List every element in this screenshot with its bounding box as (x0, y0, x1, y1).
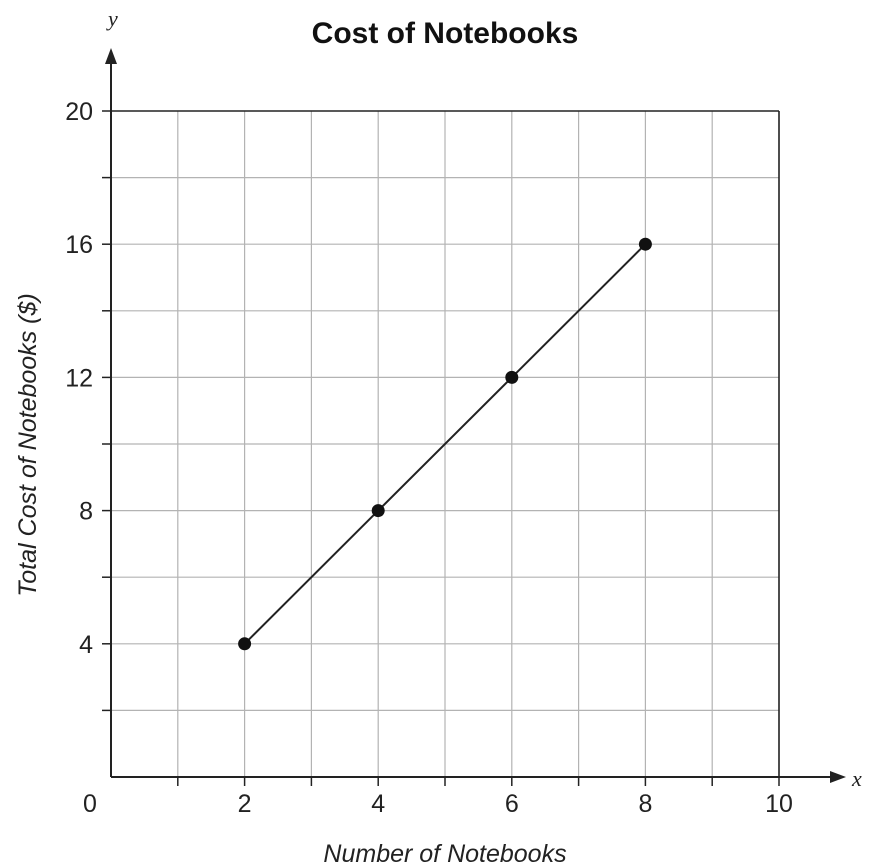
y-axis-label: Total Cost of Notebooks ($) (14, 293, 42, 596)
x-tick-label: 8 (638, 790, 652, 818)
y-axis-variable: y (106, 6, 118, 31)
data-point (371, 504, 385, 518)
x-tick-label: 10 (765, 790, 793, 818)
y-tick-label: 20 (65, 98, 93, 126)
x-axis-label: Number of Notebooks (323, 840, 566, 865)
data-point (638, 237, 652, 251)
x-axis-variable: x (851, 766, 862, 791)
series-layer (238, 237, 652, 651)
chart-title: Cost of Notebooks (312, 17, 579, 50)
y-tick-label: 4 (79, 631, 93, 659)
data-point (238, 637, 252, 651)
origin-label: 0 (83, 790, 97, 818)
y-axis-arrow-icon (105, 48, 117, 64)
y-tick-label: 16 (65, 231, 93, 259)
series-line (243, 243, 647, 645)
axes-layer (105, 48, 846, 783)
x-axis-arrow-icon (830, 771, 846, 783)
y-tick-label: 12 (65, 364, 93, 392)
data-point (505, 370, 519, 384)
y-tick-label: 8 (79, 498, 93, 526)
x-tick-label: 4 (371, 790, 385, 818)
ticks-layer: 2 4 6 8 10 4 8 12 16 20 (65, 98, 793, 818)
x-tick-label: 6 (505, 790, 519, 818)
x-tick-label: 2 (238, 790, 252, 818)
